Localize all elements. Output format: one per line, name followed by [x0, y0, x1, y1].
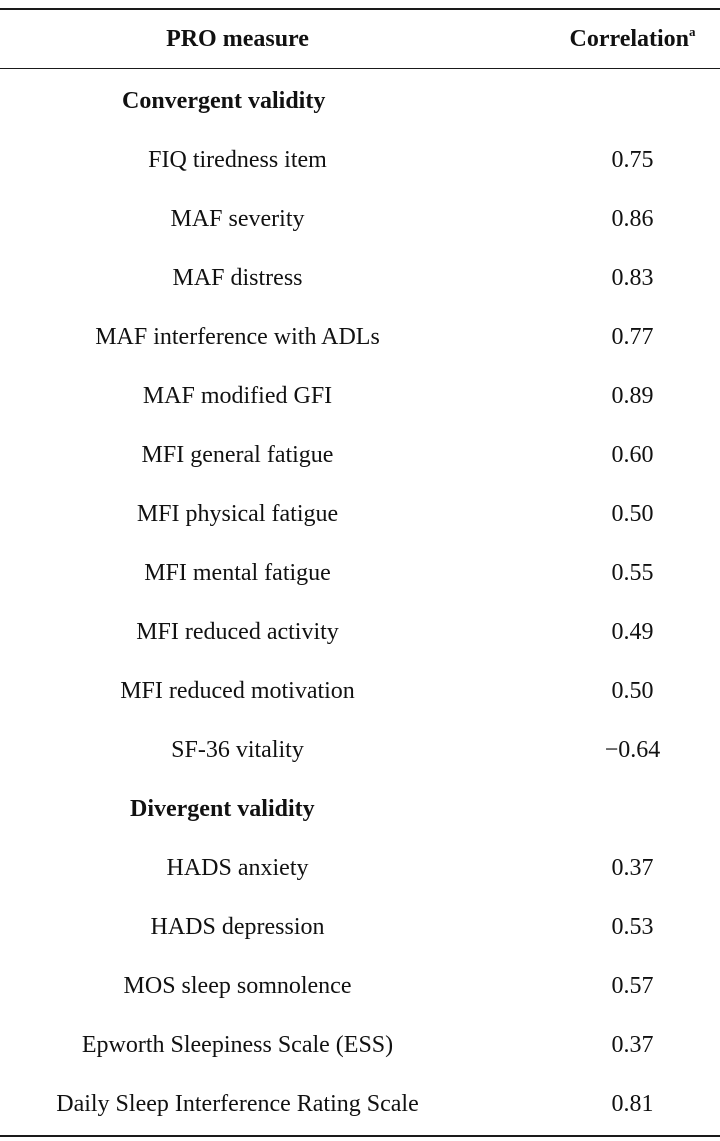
section-title: Convergent validity [122, 88, 326, 114]
section-row-divergent: Divergent validity [0, 780, 720, 839]
correlation-cell: 0.50 [611, 501, 654, 527]
header-pro-measure: PRO measure [166, 26, 309, 52]
header-correlation: Correlationa [545, 10, 720, 68]
correlation-cell: 0.77 [611, 324, 654, 350]
table-row: MFI mental fatigue 0.55 [0, 544, 720, 603]
table-row: MOS sleep somnolence 0.57 [0, 957, 720, 1016]
correlation-cell: 0.53 [611, 914, 654, 940]
correlation-cell: 0.55 [611, 560, 654, 586]
measure-cell: MFI physical fatigue [136, 501, 339, 527]
measure-cell: HADS depression [150, 914, 325, 940]
table-bottom-rule [0, 1135, 720, 1137]
table-row: Epworth Sleepiness Scale (ESS) 0.37 [0, 1016, 720, 1075]
table-row: MFI reduced activity 0.49 [0, 603, 720, 662]
measure-cell: MFI reduced motivation [120, 678, 355, 704]
correlation-cell: 0.37 [611, 855, 654, 881]
table-row: MAF modified GFI 0.89 [0, 367, 720, 426]
measure-cell: MFI mental fatigue [144, 560, 331, 586]
table-row: FIQ tiredness item 0.75 [0, 131, 720, 190]
table-row: MAF severity 0.86 [0, 190, 720, 249]
table-row: HADS depression 0.53 [0, 898, 720, 957]
table-row: MFI general fatigue 0.60 [0, 426, 720, 485]
measure-cell: MAF interference with ADLs [95, 324, 380, 350]
correlation-cell: 0.50 [611, 678, 654, 704]
table-header-row: PRO measure Correlationa [0, 10, 720, 68]
correlation-cell: 0.37 [611, 1032, 654, 1058]
table-row: MAF distress 0.83 [0, 249, 720, 308]
header-correlation-footnote-mark: a [689, 24, 696, 39]
measure-cell: MAF modified GFI [142, 383, 333, 409]
section-title: Divergent validity [130, 796, 315, 822]
measure-cell: MOS sleep somnolence [123, 973, 352, 999]
table-row: MFI reduced motivation 0.50 [0, 662, 720, 721]
section-row-convergent: Convergent validity [0, 72, 720, 131]
measure-cell: Epworth Sleepiness Scale (ESS) [81, 1032, 394, 1058]
table-row: MAF interference with ADLs 0.77 [0, 308, 720, 367]
correlation-cell: 0.57 [611, 973, 654, 999]
measure-cell: HADS anxiety [166, 855, 309, 881]
correlation-cell: −0.64 [604, 737, 661, 763]
table-row: HADS anxiety 0.37 [0, 839, 720, 898]
table-row: Daily Sleep Interference Rating Scale 0.… [0, 1075, 720, 1134]
table-header-rule [0, 68, 720, 69]
measure-cell: MAF severity [170, 206, 305, 232]
table-row: MFI physical fatigue 0.50 [0, 485, 720, 544]
measure-cell: MFI general fatigue [141, 442, 334, 468]
header-correlation-label: Correlation [569, 26, 690, 52]
measure-cell: FIQ tiredness item [148, 147, 327, 173]
measure-cell: MAF distress [172, 265, 303, 291]
correlation-cell: 0.60 [611, 442, 654, 468]
correlation-cell: 0.75 [611, 147, 654, 173]
measure-cell: MFI reduced activity [136, 619, 339, 645]
correlation-cell: 0.81 [611, 1091, 654, 1117]
correlation-cell: 0.49 [611, 619, 654, 645]
correlation-cell: 0.89 [611, 383, 654, 409]
table-row: SF-36 vitality −0.64 [0, 721, 720, 780]
correlation-cell: 0.83 [611, 265, 654, 291]
correlation-cell: 0.86 [611, 206, 654, 232]
table-body: Convergent validity FIQ tiredness item 0… [0, 72, 720, 1134]
measure-cell: SF-36 vitality [171, 737, 304, 763]
table-top-rule [0, 8, 720, 10]
measure-cell: Daily Sleep Interference Rating Scale [56, 1091, 419, 1117]
